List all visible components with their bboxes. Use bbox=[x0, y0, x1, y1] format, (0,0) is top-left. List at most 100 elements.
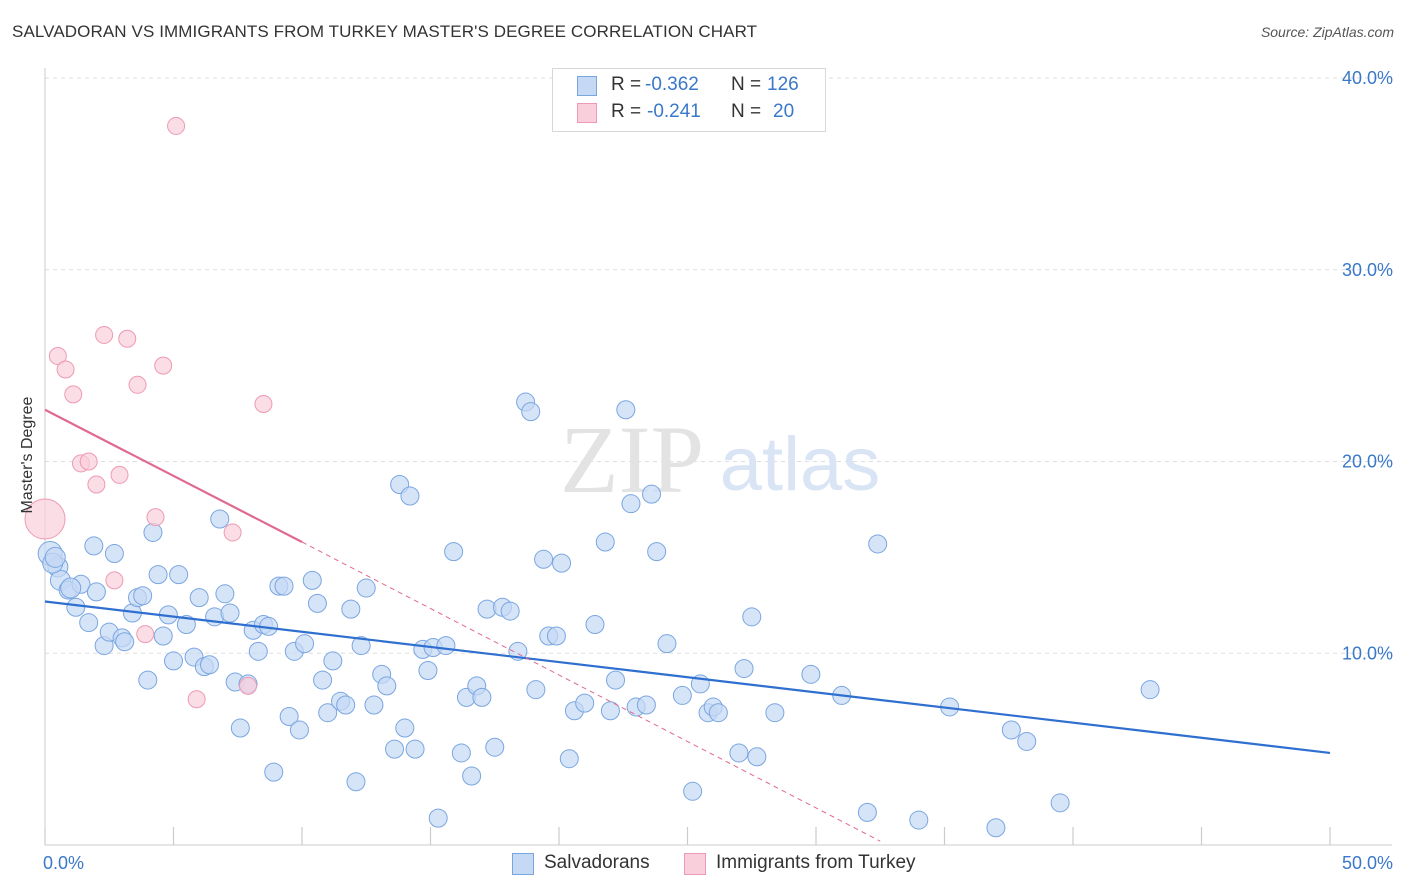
salvadorans-point bbox=[138, 670, 158, 690]
salvadorans-point bbox=[248, 641, 268, 661]
x-tick-label: 0.0% bbox=[43, 853, 84, 873]
turkey-point bbox=[146, 508, 165, 527]
salvadorans-point bbox=[341, 599, 361, 619]
salvadorans-point bbox=[857, 802, 877, 822]
salvadorans-point bbox=[346, 772, 366, 792]
trend-lines bbox=[44, 408, 1331, 842]
y-axis-label: Master's Degree bbox=[19, 396, 36, 513]
salvadorans-point bbox=[313, 670, 333, 690]
salvadorans-point bbox=[230, 718, 250, 738]
salvadorans-point bbox=[79, 613, 99, 633]
turkey-points bbox=[24, 116, 273, 709]
salvadorans-point bbox=[1001, 720, 1021, 740]
salvadorans-point bbox=[636, 695, 656, 715]
legend-swatch-blue bbox=[577, 76, 597, 96]
salvadorans-point bbox=[534, 549, 554, 569]
salvadorans-point bbox=[552, 553, 572, 573]
salvadorans-point bbox=[215, 584, 235, 604]
salvadorans-point bbox=[672, 685, 692, 705]
salvadorans-point bbox=[318, 703, 338, 723]
salvadorans-point bbox=[289, 720, 309, 740]
salvadorans-point bbox=[302, 570, 322, 590]
salvadorans-point bbox=[307, 593, 327, 613]
legend-n-label: N = bbox=[731, 101, 762, 122]
salvadorans-point bbox=[462, 766, 482, 786]
salvadorans-point bbox=[364, 695, 384, 715]
salvadorans-point bbox=[521, 402, 541, 422]
salvadorans-point bbox=[575, 693, 595, 713]
salvadorans-point bbox=[708, 703, 728, 723]
salvadorans-point bbox=[279, 707, 299, 727]
turkey-point bbox=[24, 498, 66, 540]
salvadorans-point bbox=[356, 578, 376, 598]
salvadorans-point bbox=[86, 582, 106, 602]
salvadorans-point bbox=[909, 810, 929, 830]
salvadorans-point bbox=[585, 614, 605, 634]
turkey-trend-line bbox=[44, 408, 303, 544]
salvadorans-point bbox=[559, 749, 579, 769]
salvadorans-point bbox=[405, 739, 425, 759]
legend-n-value: 126 bbox=[767, 74, 799, 95]
legend-box: R = -0.362 N = 126 R = -0.241 N = 20 bbox=[552, 68, 826, 132]
y-tick-label: 10.0% bbox=[1342, 643, 1393, 663]
watermark-atlas: atlas bbox=[720, 422, 881, 507]
salvadorans-point bbox=[472, 687, 492, 707]
tick-labels: 10.0% 20.0% 30.0% 40.0% 0.0% 50.0% bbox=[43, 68, 1393, 873]
legend-n-label: N = bbox=[731, 74, 762, 95]
salvadorans-point bbox=[868, 534, 888, 554]
salvadorans-point bbox=[642, 484, 662, 504]
salvadorans-point bbox=[801, 664, 821, 684]
salvadorans-point bbox=[115, 632, 135, 652]
salvadorans-point bbox=[765, 703, 785, 723]
legend-r-value: -0.362 bbox=[645, 74, 699, 95]
salvadorans-point bbox=[436, 636, 456, 656]
axes bbox=[44, 68, 1392, 846]
salvadorans-point bbox=[189, 588, 209, 608]
salvadorans-point bbox=[418, 661, 438, 681]
turkey-point bbox=[118, 329, 137, 348]
salvadorans-point bbox=[133, 586, 153, 606]
legend-r-label: R = bbox=[611, 74, 642, 95]
source-label: Source: ZipAtlas.com bbox=[1260, 24, 1394, 40]
salvadorans-point bbox=[400, 486, 420, 506]
salvadorans-point bbox=[500, 601, 520, 621]
legend-r-label: R = bbox=[611, 101, 642, 122]
turkey-point bbox=[154, 356, 173, 375]
salvadorans-point bbox=[451, 743, 471, 763]
bottom-legend-swatch-pink bbox=[684, 853, 706, 875]
salvadorans-point bbox=[444, 542, 464, 562]
turkey-point bbox=[87, 475, 106, 494]
salvadorans-point bbox=[377, 676, 397, 696]
turkey-point bbox=[48, 347, 67, 366]
salvadorans-point bbox=[595, 532, 615, 552]
turkey-point bbox=[64, 385, 83, 404]
watermark: ZIP atlas bbox=[560, 406, 880, 513]
salvadorans-point bbox=[657, 634, 677, 654]
salvadorans-point bbox=[210, 509, 230, 529]
turkey-point bbox=[239, 676, 258, 695]
turkey-point bbox=[56, 360, 75, 379]
salvadorans-point bbox=[295, 634, 315, 654]
y-tick-label: 30.0% bbox=[1342, 260, 1393, 280]
grid-lines bbox=[45, 77, 1392, 654]
legend-n-value: 20 bbox=[773, 101, 795, 122]
salvadorans-points bbox=[37, 392, 1160, 838]
turkey-trend-extension bbox=[301, 541, 881, 842]
salvadorans-point bbox=[428, 808, 448, 828]
turkey-point bbox=[187, 690, 206, 709]
bottom-legend-label: Immigrants from Turkey bbox=[716, 852, 916, 873]
turkey-point bbox=[105, 571, 124, 590]
y-tick-label: 40.0% bbox=[1342, 68, 1393, 88]
x-tick-label: 50.0% bbox=[1342, 853, 1393, 873]
legend-swatch-pink bbox=[577, 103, 597, 123]
salvadorans-point bbox=[1017, 731, 1037, 751]
salvadorans-point bbox=[351, 636, 371, 656]
salvadorans-point bbox=[153, 626, 173, 646]
salvadorans-point bbox=[600, 701, 620, 721]
salvadorans-point bbox=[485, 737, 505, 757]
salvadorans-point bbox=[742, 607, 762, 627]
salvadorans-point bbox=[621, 494, 641, 514]
salvadorans-point bbox=[734, 659, 754, 679]
salvadorans-point bbox=[66, 597, 86, 617]
turkey-point bbox=[136, 625, 155, 644]
